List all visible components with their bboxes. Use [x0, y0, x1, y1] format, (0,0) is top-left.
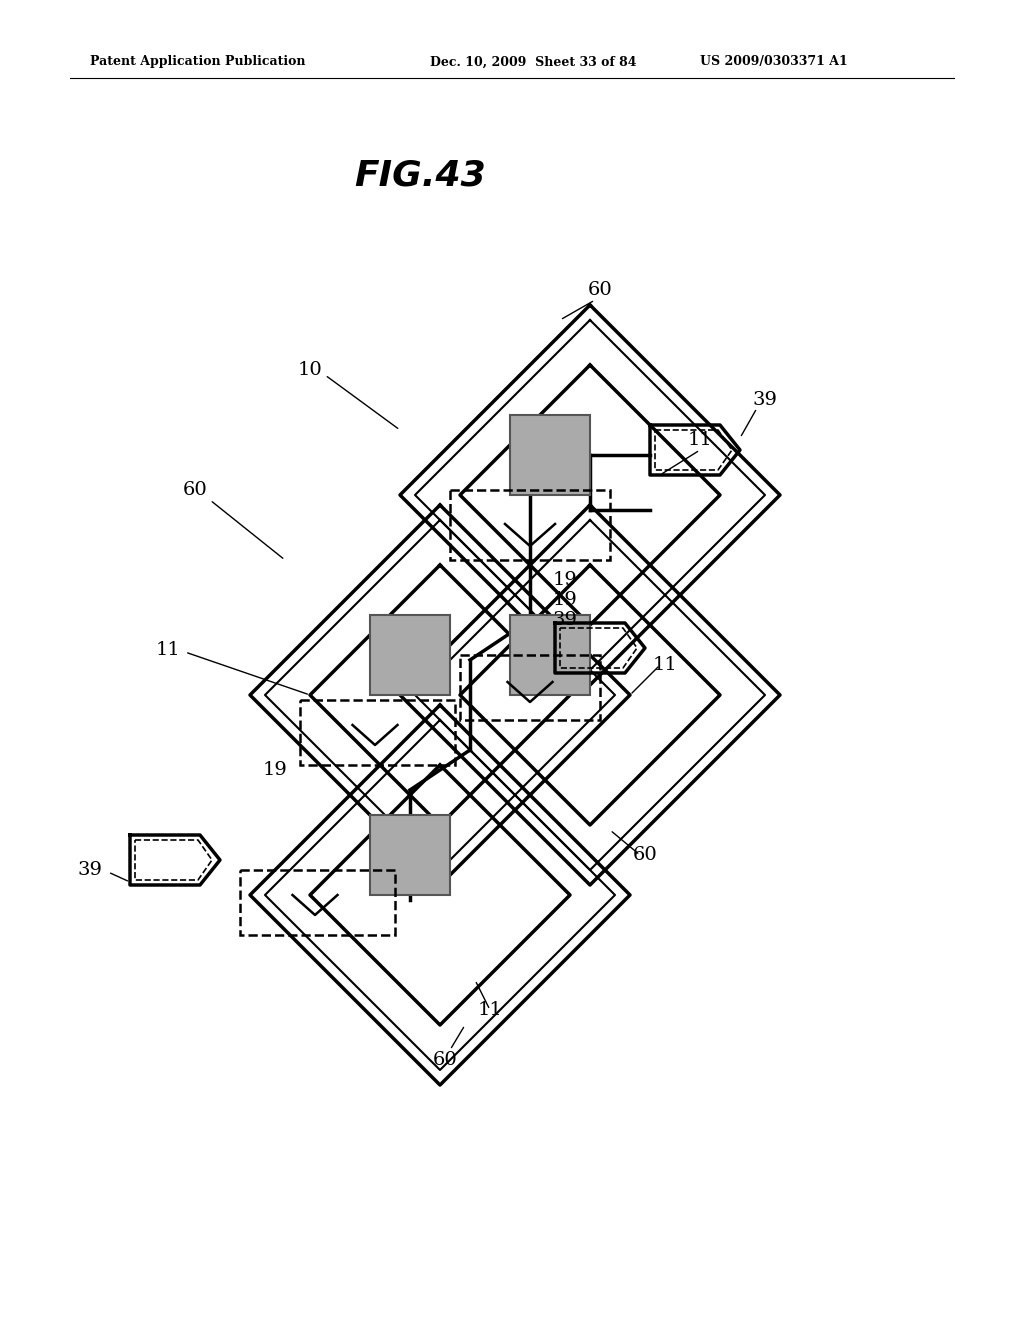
Text: 60: 60 [182, 480, 208, 499]
Text: FIG.43: FIG.43 [354, 158, 485, 191]
Text: 10: 10 [298, 360, 323, 379]
Bar [300, 700, 455, 766]
Text: Dec. 10, 2009  Sheet 33 of 84: Dec. 10, 2009 Sheet 33 of 84 [430, 55, 637, 69]
Text: 60: 60 [633, 846, 657, 865]
Bar [510, 414, 590, 495]
Text: 60: 60 [588, 281, 612, 300]
Text: 19: 19 [553, 591, 578, 609]
Text: 11: 11 [688, 432, 713, 449]
Bar [450, 490, 610, 560]
Text: Patent Application Publication: Patent Application Publication [90, 55, 305, 69]
Text: 19: 19 [262, 762, 288, 779]
Text: 60: 60 [432, 1051, 458, 1069]
Text: US 2009/0303371 A1: US 2009/0303371 A1 [700, 55, 848, 69]
Text: 39: 39 [553, 611, 578, 630]
Text: 39: 39 [78, 861, 102, 879]
Text: 19: 19 [553, 572, 578, 589]
Text: 11: 11 [652, 656, 677, 675]
Bar [370, 615, 450, 696]
Text: 11: 11 [156, 642, 180, 659]
Bar [460, 655, 600, 719]
Bar [240, 870, 395, 935]
Bar [510, 615, 590, 696]
Text: 39: 39 [753, 391, 777, 409]
Bar [370, 814, 450, 895]
Text: 11: 11 [477, 1001, 503, 1019]
